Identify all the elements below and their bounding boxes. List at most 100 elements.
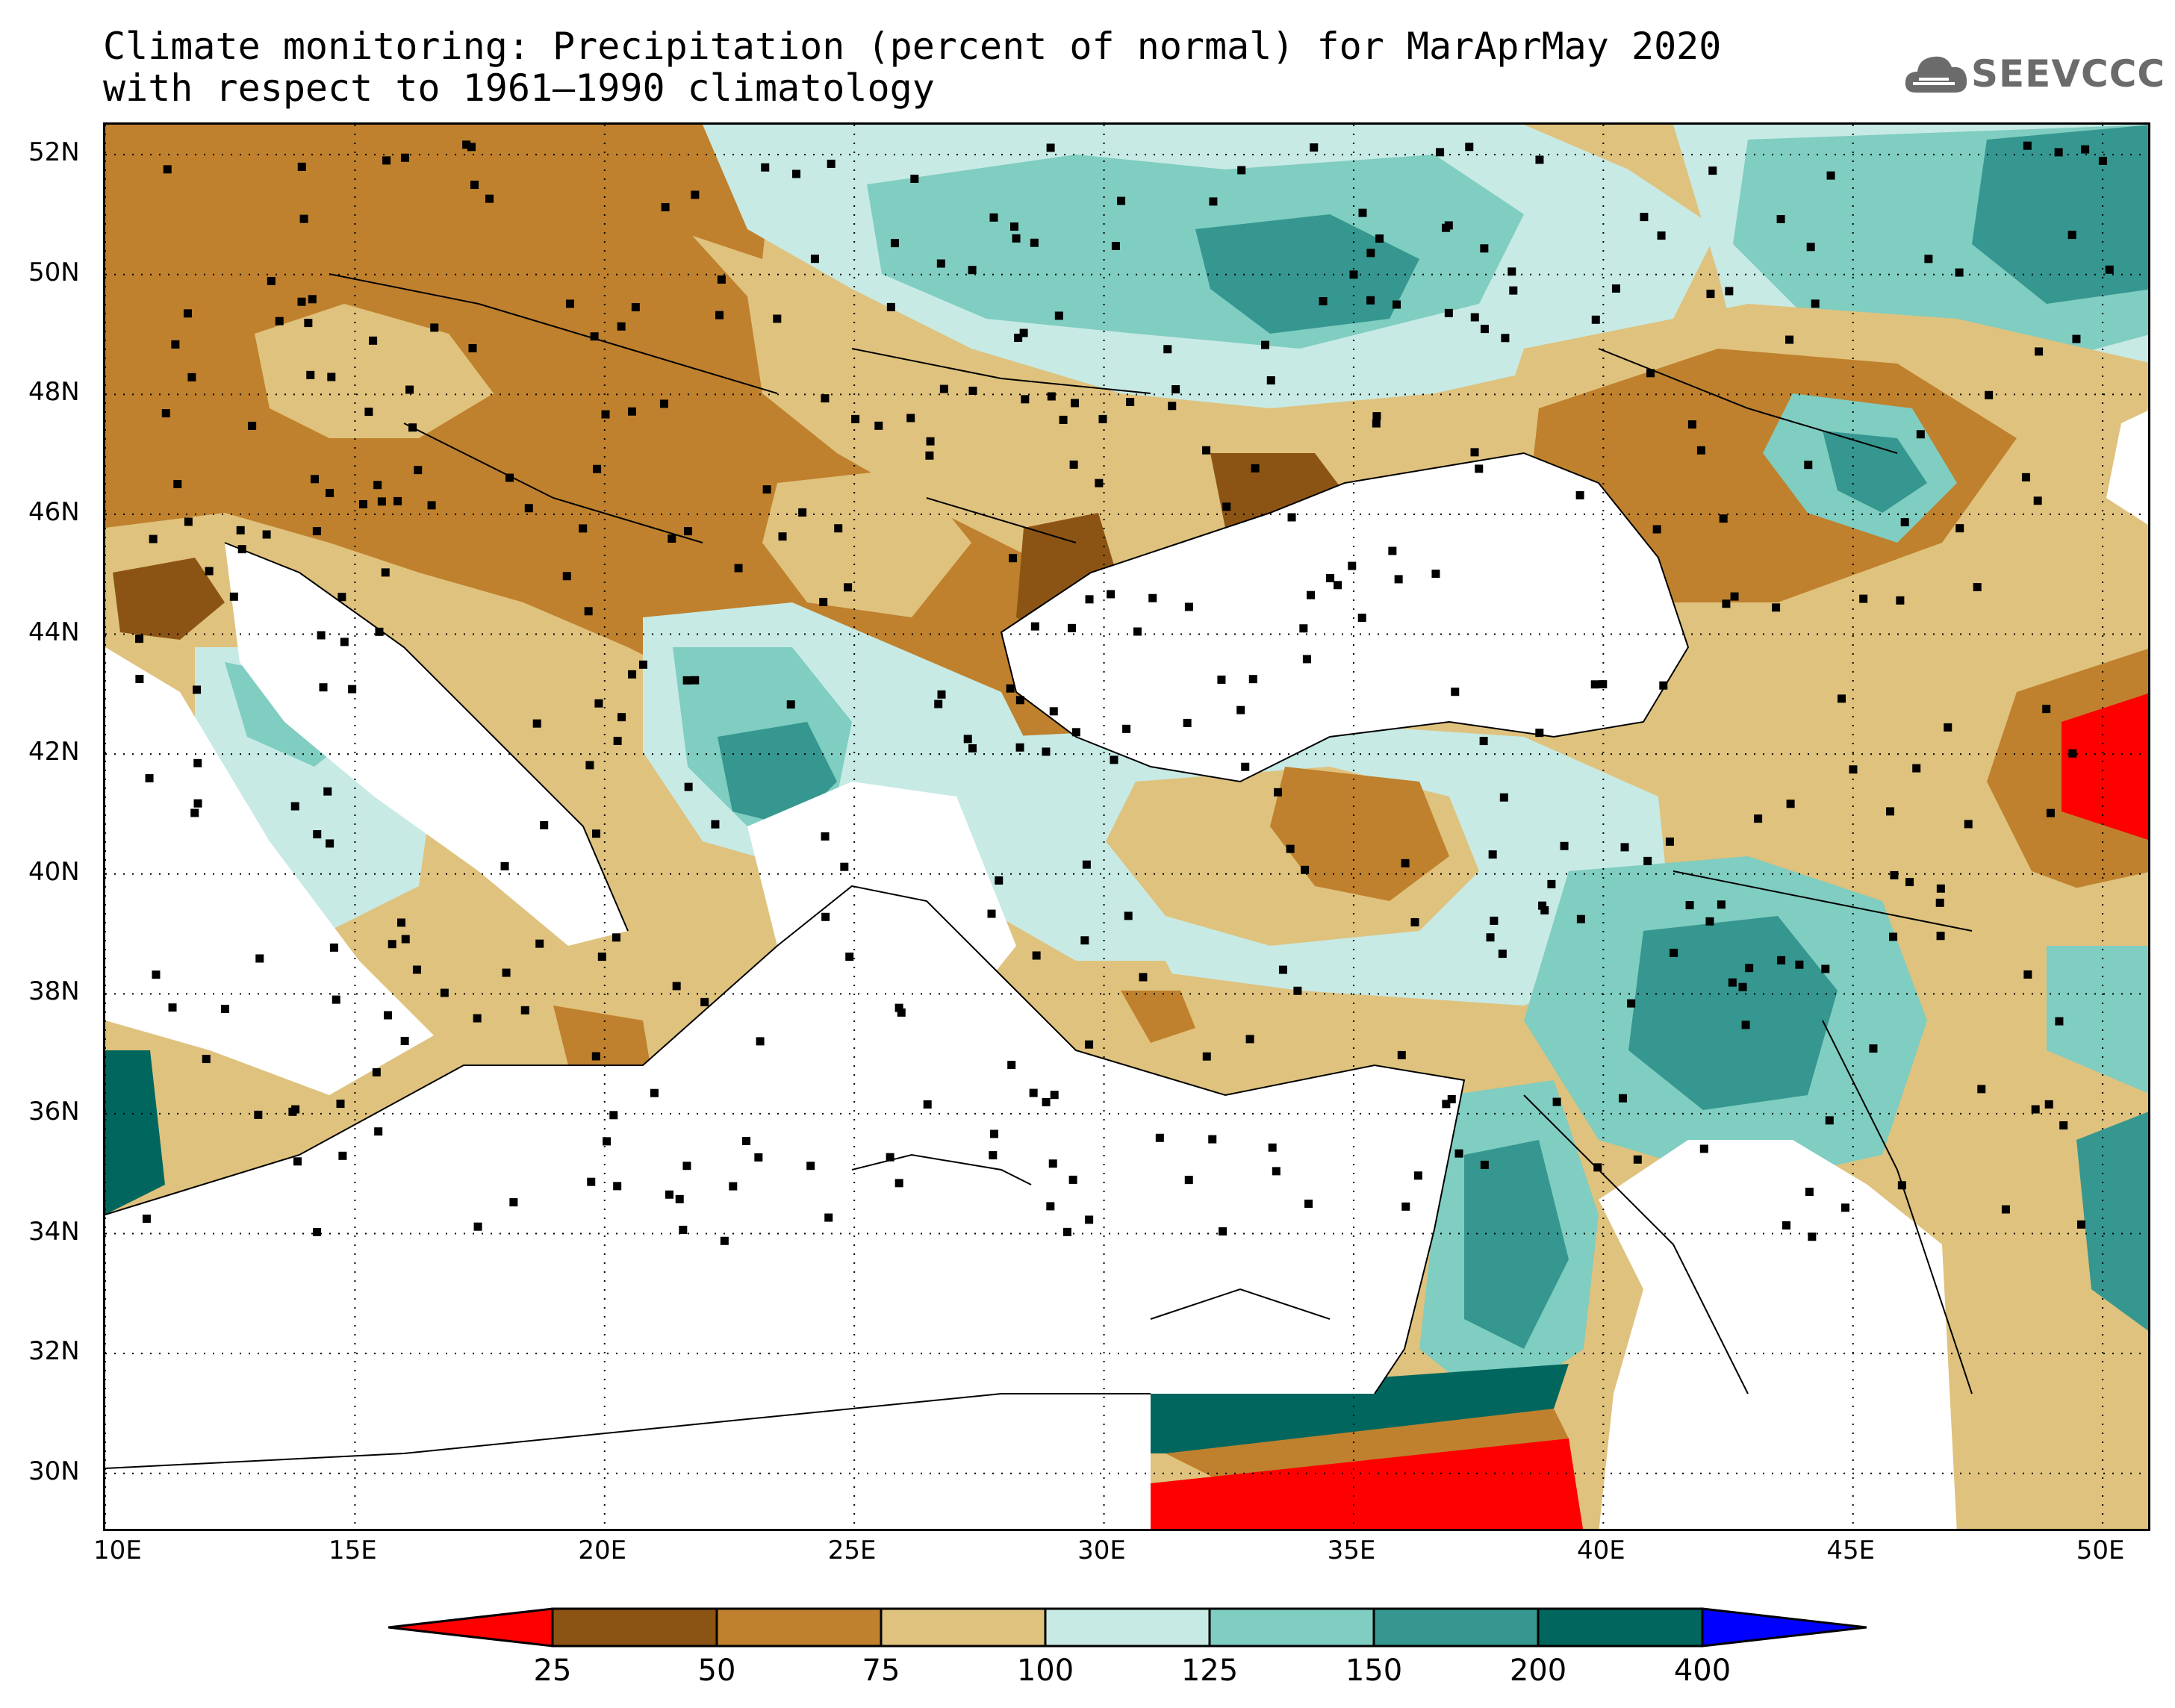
- graticule: [105, 125, 2148, 1529]
- station-marker: [1019, 328, 1028, 337]
- station-marker: [1248, 675, 1257, 684]
- station-marker: [1591, 315, 1600, 324]
- caspian-sea: [2106, 410, 2148, 526]
- station-marker: [711, 820, 720, 829]
- field-lt25-caucasus: [2062, 693, 2148, 841]
- station-marker: [1507, 267, 1516, 276]
- station-marker: [1782, 1221, 1791, 1230]
- station-marker: [778, 532, 787, 541]
- station-marker: [1754, 814, 1763, 823]
- north-africa-nodata: [105, 1394, 1151, 1529]
- station-marker: [939, 384, 948, 393]
- station-marker: [2042, 705, 2051, 714]
- station-marker: [1869, 1044, 1878, 1053]
- station-marker: [1251, 464, 1260, 473]
- station-marker: [1896, 596, 1905, 605]
- station-marker: [1826, 171, 1835, 180]
- station-marker: [1030, 622, 1039, 631]
- station-marker: [1955, 524, 1964, 533]
- station-marker: [1849, 765, 1858, 774]
- station-marker: [1444, 308, 1453, 317]
- station-marker: [1442, 1100, 1451, 1109]
- station-marker: [1620, 843, 1629, 852]
- colorbar-segment: [880, 1607, 1047, 1648]
- station-marker: [1905, 878, 1914, 887]
- station-marker: [505, 473, 514, 482]
- station-marker: [1470, 448, 1479, 457]
- station-marker: [145, 774, 154, 783]
- station-marker: [237, 545, 246, 554]
- map-subtitle: with respect to 1961–1990 climatology: [103, 66, 935, 110]
- station-marker: [319, 683, 328, 692]
- station-marker: [742, 1136, 751, 1145]
- station-marker: [255, 954, 264, 963]
- station-marker: [613, 737, 622, 746]
- cloud-icon: [1905, 56, 1967, 93]
- station-marker: [1349, 270, 1358, 279]
- station-marker: [720, 1236, 729, 1245]
- station-marker: [1080, 936, 1089, 945]
- station-marker: [1916, 430, 1925, 439]
- station-marker: [1900, 518, 1909, 527]
- station-marker: [1772, 603, 1781, 612]
- station-marker: [1708, 166, 1717, 175]
- station-marker: [756, 1037, 765, 1046]
- lon-tick-label: 40E: [1576, 1536, 1625, 1565]
- station-marker: [337, 593, 346, 602]
- station-marker: [1806, 243, 1815, 252]
- colorbar-label: 150: [1345, 1654, 1403, 1688]
- station-marker: [1885, 807, 1894, 816]
- station-marker: [2067, 231, 2076, 240]
- station-marker: [308, 295, 317, 304]
- station-marker: [786, 700, 795, 709]
- station-marker: [684, 782, 693, 791]
- station-marker: [1706, 290, 1715, 299]
- station-marker: [1480, 1160, 1489, 1169]
- station-marker: [691, 190, 700, 199]
- station-marker: [2055, 1017, 2064, 1026]
- station-marker: [1054, 311, 1063, 320]
- lat-tick-label: 50N: [28, 257, 80, 287]
- station-marker: [1777, 956, 1786, 964]
- station-marker: [532, 719, 541, 728]
- station-marker: [288, 1107, 297, 1116]
- lat-tick-label: 48N: [28, 377, 80, 408]
- station-marker: [937, 690, 946, 699]
- station-marker: [906, 414, 915, 423]
- station-marker: [717, 275, 726, 284]
- station-marker: [585, 761, 594, 770]
- station-marker: [1268, 1143, 1277, 1152]
- station-marker: [1029, 1088, 1038, 1097]
- station-marker: [1059, 415, 1068, 424]
- station-marker: [1274, 788, 1283, 797]
- station-marker: [682, 676, 691, 685]
- station-marker: [372, 1068, 381, 1076]
- station-marker: [1475, 464, 1484, 473]
- station-marker: [1977, 1085, 1986, 1094]
- station-marker: [297, 162, 306, 171]
- station-marker: [149, 534, 158, 543]
- station-marker: [1032, 951, 1041, 960]
- station-marker: [1540, 906, 1549, 914]
- station-marker: [886, 1153, 894, 1162]
- station-marker: [989, 1151, 998, 1160]
- station-marker: [631, 303, 640, 312]
- station-marker: [792, 169, 801, 178]
- station-marker: [1261, 340, 1270, 349]
- station-marker: [1006, 684, 1015, 693]
- lat-tick-label: 44N: [28, 617, 80, 647]
- lat-tick-label: 34N: [28, 1216, 80, 1247]
- station-marker: [468, 343, 477, 352]
- station-marker: [1068, 623, 1077, 632]
- station-marker: [205, 567, 214, 576]
- station-marker: [659, 399, 668, 408]
- station-marker: [968, 266, 977, 275]
- station-marker: [1111, 242, 1120, 251]
- station-marker: [1082, 860, 1091, 869]
- station-marker: [248, 421, 257, 430]
- station-marker: [430, 323, 439, 332]
- station-marker: [2023, 141, 2032, 150]
- station-marker: [1122, 724, 1131, 733]
- station-marker: [183, 309, 192, 318]
- station-marker: [202, 1055, 211, 1064]
